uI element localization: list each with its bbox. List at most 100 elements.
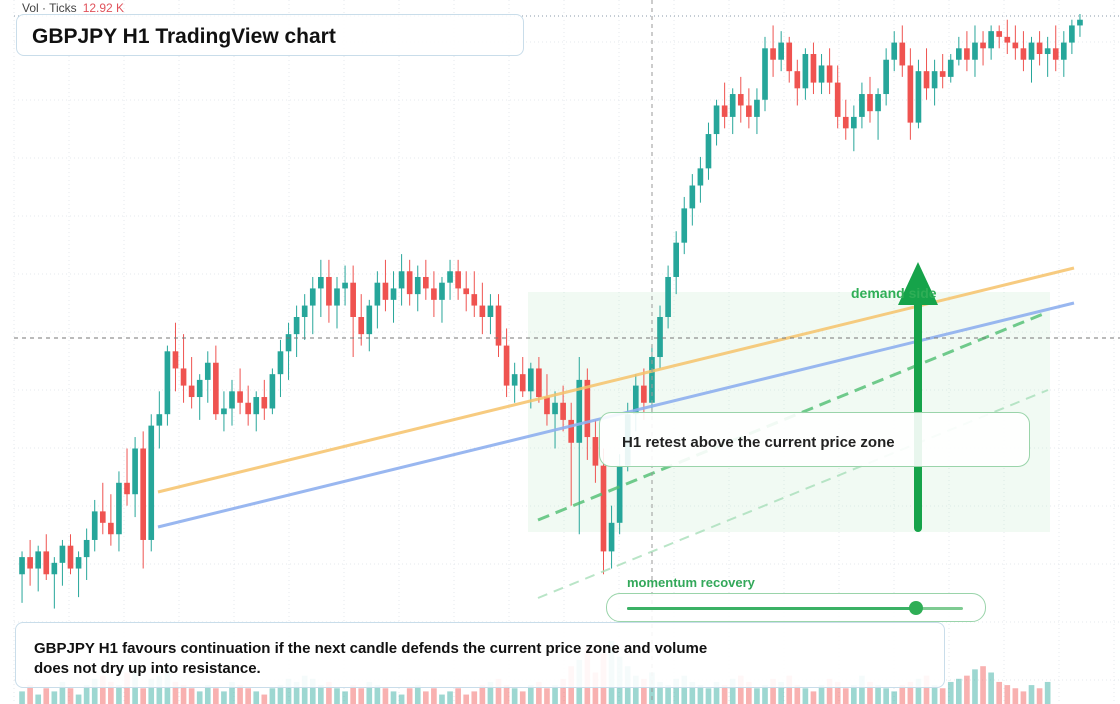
candle — [899, 25, 906, 77]
candle-body — [1069, 25, 1075, 43]
candle — [980, 31, 986, 66]
candle-body — [810, 54, 817, 83]
volume-bar — [859, 675, 865, 704]
volume-bar — [1004, 685, 1011, 704]
candle — [786, 36, 793, 83]
candle — [770, 25, 776, 77]
candle-body — [326, 276, 332, 306]
volume-bar — [673, 678, 680, 704]
candle — [544, 374, 550, 426]
candle-body — [568, 419, 575, 443]
momentum-slider-thumb[interactable] — [908, 601, 923, 615]
analysis-footer-text: GBPJPY H1 favours continuation if the ne… — [34, 640, 708, 677]
candle-body — [842, 116, 849, 129]
candle-body — [213, 362, 219, 415]
volume-bar — [309, 678, 316, 704]
candle-body — [794, 71, 801, 89]
momentum-slider[interactable] — [606, 593, 986, 622]
candle — [875, 88, 881, 140]
candle — [422, 259, 429, 300]
candle-body — [1036, 42, 1043, 55]
volume-bar — [657, 681, 663, 704]
candle — [996, 25, 1003, 49]
channel-dashed-lower — [537, 389, 1049, 599]
volume-bar — [67, 688, 74, 704]
volume-bar — [479, 685, 486, 704]
volume-bar — [713, 681, 720, 704]
candle — [923, 48, 930, 100]
candle-body — [964, 48, 970, 60]
candle-body — [859, 94, 865, 117]
candle-body — [883, 59, 889, 95]
candle — [713, 99, 720, 146]
candles — [19, 14, 1083, 609]
candle — [705, 122, 712, 180]
candle-body — [221, 408, 227, 415]
momentum-slider-track[interactable] — [627, 607, 963, 610]
candle-body — [27, 557, 33, 569]
volume-bar — [737, 675, 744, 704]
candle — [301, 294, 308, 340]
volume-bar — [996, 681, 1003, 704]
candle — [1028, 36, 1035, 83]
volume-bar — [527, 685, 534, 704]
candle-body — [414, 276, 421, 295]
volume-bar — [229, 681, 235, 704]
candle-body — [99, 511, 106, 523]
candle-body — [277, 351, 284, 375]
candle-body — [770, 48, 776, 60]
volume-bar — [431, 688, 437, 704]
candle-body — [527, 368, 534, 392]
volume-bar — [519, 691, 526, 704]
volume-bar — [802, 688, 809, 704]
volume-bar — [980, 666, 986, 704]
candle-body — [350, 282, 356, 317]
volume-bar — [867, 681, 873, 704]
candle — [851, 105, 857, 152]
volume-bar — [899, 685, 906, 704]
volume-bar — [398, 694, 405, 704]
candle — [883, 48, 889, 106]
candle — [1052, 25, 1059, 72]
candle-body — [245, 402, 251, 415]
candle-body — [479, 305, 486, 317]
candle — [964, 31, 970, 72]
candle — [826, 48, 833, 95]
volume-bar — [358, 688, 365, 704]
candle — [366, 299, 373, 352]
candle-body — [1052, 48, 1059, 60]
candle-body — [899, 42, 906, 66]
candle-body — [229, 391, 235, 409]
candle-body — [237, 391, 243, 403]
candle-body — [390, 288, 397, 300]
candle-body — [140, 448, 147, 540]
candle — [931, 59, 938, 106]
candle — [19, 551, 25, 603]
candle-body — [923, 71, 930, 89]
candle-body — [398, 271, 405, 289]
volume-bar — [972, 669, 978, 704]
candle — [261, 379, 268, 420]
candle-body — [318, 276, 324, 289]
candle — [1060, 31, 1067, 77]
candle-body — [269, 374, 276, 409]
volume-bar — [245, 688, 251, 704]
candle — [802, 48, 809, 100]
candle-body — [172, 351, 179, 369]
candle — [641, 368, 647, 420]
volume-bar — [875, 685, 881, 704]
candle-body — [1077, 19, 1083, 26]
candle-body — [1044, 48, 1051, 55]
candle — [746, 88, 752, 129]
candle-body — [406, 271, 413, 295]
candle-body — [180, 368, 187, 386]
volume-bar — [285, 678, 292, 704]
candle — [285, 322, 292, 380]
candle — [116, 471, 122, 552]
retest-callout: H1 retest above the current price zone — [599, 412, 1030, 467]
analysis-footer: GBPJPY H1 favours continuation if the ne… — [15, 622, 945, 688]
candle-body — [342, 282, 348, 289]
volume-bar — [495, 678, 502, 704]
candle — [455, 259, 461, 300]
candle — [229, 379, 235, 426]
